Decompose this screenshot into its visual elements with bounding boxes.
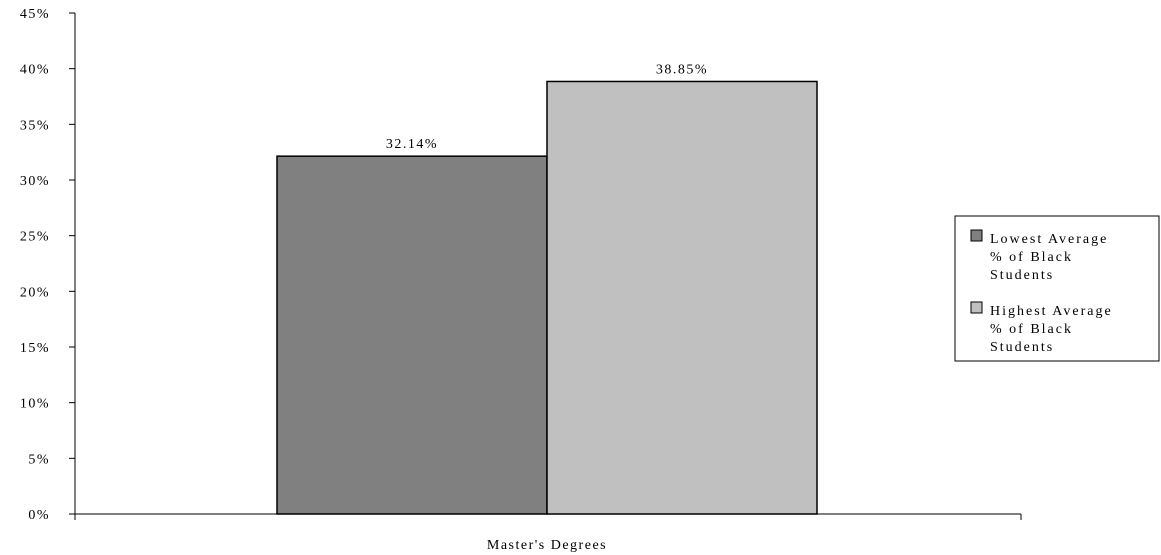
legend-label: Students <box>990 340 1054 355</box>
legend-label: Highest Average <box>990 304 1113 319</box>
legend-swatch <box>970 229 983 242</box>
bars: 32.14% 38.85% <box>276 62 818 515</box>
bar <box>546 80 818 515</box>
legend-box <box>954 215 1160 362</box>
legend-label: Lowest Average <box>990 232 1108 247</box>
y-tick-label: 15% <box>20 341 50 356</box>
bar <box>276 155 548 515</box>
x-category-label: Master's Degrees <box>487 538 607 553</box>
legend-label: % of Black <box>990 250 1073 265</box>
y-tick-label: 45% <box>20 7 50 22</box>
bar-data-label: 38.85% <box>656 62 708 77</box>
y-tick-label: 10% <box>20 397 50 412</box>
y-tick-label: 40% <box>20 63 50 78</box>
legend-label: % of Black <box>990 322 1073 337</box>
legend: Lowest Average % of Black Students Highest … <box>954 215 1160 362</box>
y-tick-label: 25% <box>20 230 50 245</box>
x-axis: Master's Degrees <box>74 513 1022 553</box>
y-tick-label: 5% <box>28 452 50 467</box>
legend-label: Students <box>990 268 1054 283</box>
y-tick-label: 35% <box>20 118 50 133</box>
y-tick-label: 20% <box>20 285 50 300</box>
y-axis: 0% 5% 10% 15% 20% 25% 30% 35% 40% 45% <box>20 7 76 523</box>
y-tick-label: 30% <box>20 174 50 189</box>
legend-swatch <box>970 301 983 314</box>
y-tick-label: 0% <box>28 508 50 523</box>
bar-data-label: 32.14% <box>386 137 438 152</box>
